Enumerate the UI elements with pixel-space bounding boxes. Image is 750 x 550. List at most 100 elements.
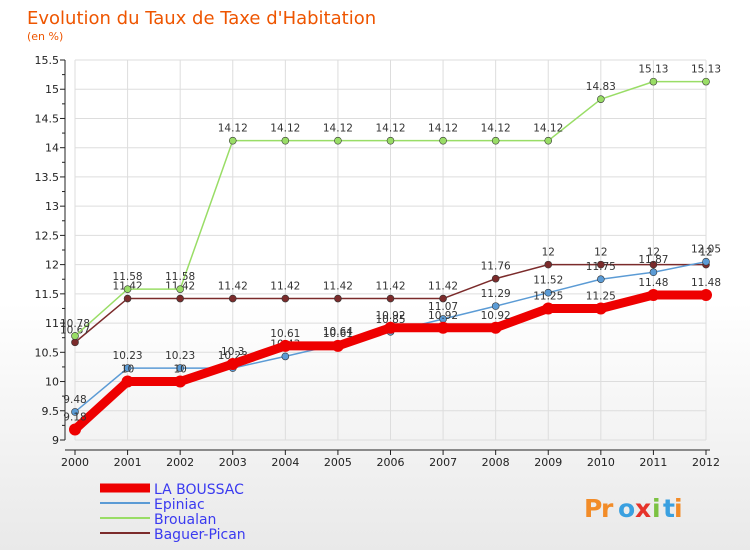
data-label: 10.64 [323, 326, 353, 338]
data-label: 10.92 [481, 310, 511, 322]
data-label: 11.42 [218, 281, 248, 293]
data-label: 10.23 [113, 350, 143, 362]
data-point [281, 294, 290, 303]
data-label: 10.78 [60, 318, 90, 330]
data-point [174, 375, 187, 388]
data-point [597, 95, 605, 103]
data-point [281, 352, 290, 361]
data-label: 15.13 [691, 64, 721, 76]
x-tick-label: 2010 [587, 456, 615, 469]
data-point [649, 268, 658, 277]
y-tick-label: 14.5 [35, 112, 60, 125]
x-tick-label: 2006 [377, 456, 405, 469]
data-point [437, 321, 450, 334]
x-tick-label: 2012 [692, 456, 720, 469]
data-point [121, 375, 134, 388]
data-label: 14.12 [481, 123, 511, 135]
data-label: 10.61 [323, 328, 353, 340]
data-label: 10 [121, 364, 134, 376]
data-point [649, 77, 658, 86]
data-label: 11.42 [428, 281, 458, 293]
data-point [176, 364, 184, 372]
y-tick-label: 9.5 [42, 405, 60, 418]
x-tick-label: 2011 [639, 456, 667, 469]
data-label: 10.92 [428, 310, 458, 322]
chart-subtitle: (en %) [27, 30, 63, 43]
data-label: 10.23 [165, 350, 195, 362]
data-point [123, 285, 132, 293]
data-label: 14.12 [270, 123, 300, 135]
y-tick-label: 11 [45, 317, 59, 330]
data-label: 11.42 [375, 281, 405, 293]
data-point [439, 294, 447, 303]
data-point [334, 294, 342, 303]
legend-label: Baguer-Pican [154, 527, 246, 543]
brand-logo-letter: o [618, 494, 635, 523]
data-label: 11.25 [533, 290, 563, 302]
data-label: 14.12 [323, 123, 353, 135]
legend-label: Broualan [154, 512, 216, 528]
data-label: 12 [647, 247, 660, 259]
y-tick-label: 11.5 [35, 288, 60, 301]
data-label: 12 [699, 247, 712, 259]
data-label: 12.05 [691, 244, 721, 256]
data-point [594, 302, 607, 315]
data-label: 11.48 [691, 277, 721, 289]
data-point [69, 423, 81, 436]
brand-logo-letter: t [663, 494, 675, 523]
y-tick-label: 12 [45, 259, 59, 272]
data-point [281, 136, 290, 145]
brand-logo-letter: P [584, 494, 602, 523]
data-point [542, 302, 555, 315]
data-point [597, 275, 605, 284]
data-point [597, 260, 605, 269]
data-label: 9.48 [63, 394, 86, 406]
x-tick-label: 2003 [219, 456, 247, 469]
data-label: 11.07 [428, 301, 458, 313]
data-label: 15.13 [638, 64, 668, 76]
data-label: 11.42 [270, 281, 300, 293]
data-label: 11.58 [165, 271, 195, 283]
data-point [702, 257, 710, 266]
data-label: 11.25 [586, 290, 616, 302]
data-point [71, 408, 79, 416]
data-label: 10.61 [270, 328, 300, 340]
plot-area: 9 9.5 10 10.5 11 11.5 12 12.5 13 13.5 14 14.5 15 15.5… [35, 54, 722, 469]
y-tick-label: 15.5 [35, 54, 60, 67]
x-tick-label: 2000 [61, 456, 89, 469]
data-point [544, 288, 553, 297]
data-label: 11.87 [638, 254, 668, 266]
data-point [71, 338, 79, 347]
data-point [491, 136, 500, 145]
data-point [439, 136, 447, 145]
legend-label: LA BOUSSAC [154, 482, 244, 498]
data-label: 9.18 [63, 411, 86, 423]
y-tick-label: 15 [45, 83, 59, 96]
data-point [489, 321, 502, 334]
data-point [649, 260, 658, 269]
data-point [279, 339, 292, 352]
data-label: 11.29 [481, 288, 511, 300]
data-label: 14.12 [428, 123, 458, 135]
y-tick-label: 9 [52, 434, 59, 447]
data-label: 10.85 [375, 314, 405, 326]
data-point [702, 77, 710, 86]
data-label: 11.52 [533, 275, 563, 287]
x-tick-label: 2007 [429, 456, 457, 469]
data-label: 10.92 [375, 310, 405, 322]
brand-logo-letter: i [652, 494, 661, 523]
y-tick-label: 12.5 [35, 229, 60, 242]
data-label: 14.12 [218, 123, 248, 135]
data-label: 11.76 [481, 261, 511, 273]
data-point [228, 294, 237, 303]
data-label: 12 [542, 247, 555, 259]
data-label: 10.3 [221, 346, 244, 358]
y-tick-label: 13 [45, 200, 59, 213]
data-label: 11.75 [586, 261, 616, 273]
data-label: 11.58 [113, 271, 143, 283]
data-label: 14.12 [375, 123, 405, 135]
data-point [176, 294, 184, 303]
y-tick-label: 10 [45, 376, 59, 389]
